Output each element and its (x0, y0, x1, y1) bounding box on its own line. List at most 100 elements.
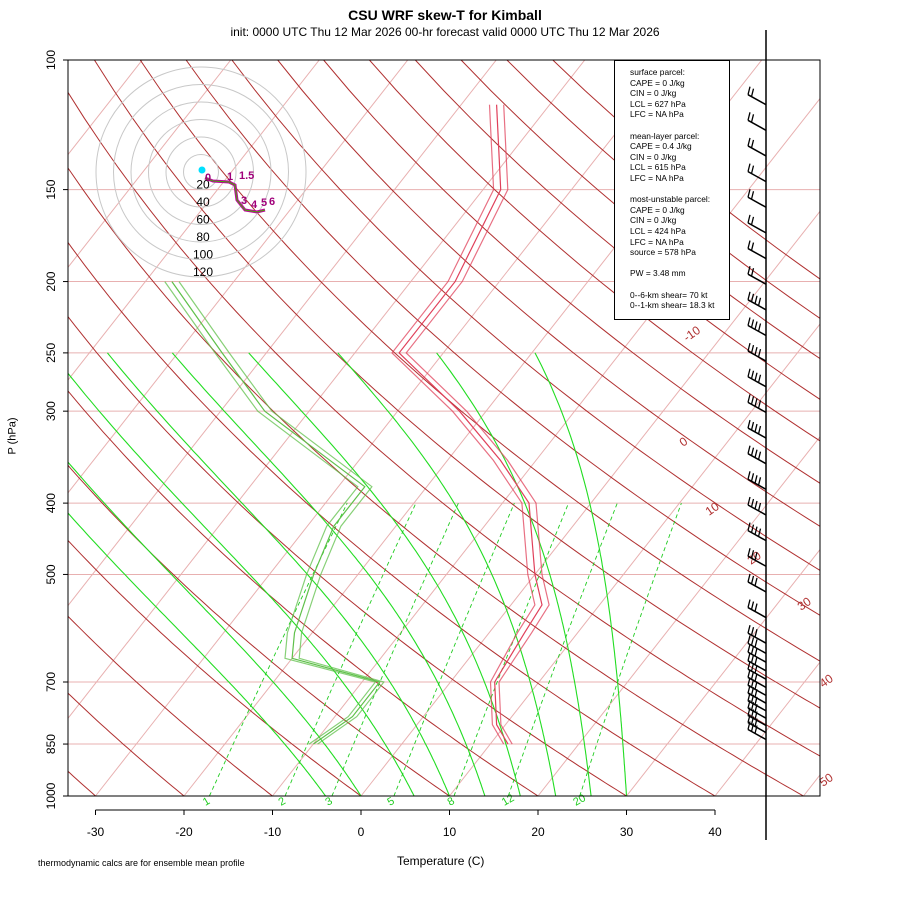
moist-adiabat (534, 352, 628, 797)
wind-barb (747, 291, 767, 311)
mixing-ratio-label: 5 (385, 795, 396, 808)
x-tick-label: 10 (443, 825, 457, 839)
x-tick-label: 40 (708, 825, 722, 839)
x-axis-label: Temperature (C) (397, 854, 485, 868)
x-tick-label: -30 (87, 825, 105, 839)
plot-frame (67, 59, 821, 797)
dry-adiabat-label: 20 (745, 548, 764, 567)
dry-adiabat-label: -10 (681, 323, 704, 345)
info-line: LFC = NA hPa (630, 236, 684, 247)
isotherm-line (449, 323, 820, 797)
mixing-ratio-label: 1 (201, 795, 212, 808)
footnote: thermodynamic calcs are for ensemble mea… (38, 858, 245, 868)
moist-adiabat (248, 352, 521, 797)
hodograph-height-label: 6 (269, 196, 275, 208)
mixing-ratio-label: 12 (500, 792, 517, 809)
dry-adiabat (68, 464, 450, 797)
dry-adiabat-label: 10 (703, 499, 722, 518)
y-tick-label: 400 (44, 493, 58, 513)
dewpoint-profile (171, 281, 381, 745)
info-line: CAPE = 0 J/kg (630, 204, 685, 215)
mixing-ratio-line (331, 502, 459, 797)
hodograph-ring-label: 40 (196, 195, 210, 209)
wind-barb (747, 625, 767, 644)
wind-barb (747, 86, 767, 106)
info-line: 0--1-km shear= 18.3 kt (630, 300, 715, 311)
moist-adiabat (68, 372, 415, 797)
info-line: mean-layer parcel: (630, 130, 700, 141)
temperature-profile (398, 104, 543, 745)
dry-adiabat (68, 390, 539, 797)
isotherm-line (626, 548, 820, 797)
dry-adiabat (369, 60, 820, 442)
hodograph-trace-member (204, 177, 266, 213)
isotherm-line (714, 661, 820, 797)
wind-barb (747, 214, 767, 234)
isotherm-line (68, 60, 497, 607)
hodograph-ring-label: 20 (196, 178, 210, 192)
y-tick-label: 100 (44, 50, 58, 70)
moist-adiabat (68, 512, 327, 797)
moist-adiabat (68, 461, 362, 797)
info-line: CIN = 0 J/kg (630, 88, 677, 99)
hodograph-height-label: 5 (261, 197, 267, 209)
mixing-ratio-line (453, 502, 570, 797)
hodograph-ring (165, 136, 237, 208)
isotherm-line (803, 774, 820, 797)
wind-barb (747, 317, 767, 337)
hodograph-ring-label: 120 (193, 265, 213, 279)
mixing-ratio-label: 8 (446, 795, 457, 808)
dry-adiabat (93, 60, 820, 709)
isotherm-line (537, 435, 820, 797)
wind-barb (747, 266, 767, 285)
info-line: PW = 3.48 mm (630, 268, 686, 279)
wind-barb (747, 240, 767, 260)
info-line: surface parcel: (630, 67, 685, 77)
chart-subtitle: init: 0000 UTC Thu 12 Mar 2026 00-hr for… (230, 25, 660, 39)
info-line: CIN = 0 J/kg (630, 151, 677, 162)
wind-barb (747, 471, 767, 490)
isotherm-line (68, 60, 143, 156)
moist-adiabat (106, 352, 451, 797)
info-line: LFC = NA hPa (630, 109, 684, 120)
hodograph-ring (148, 119, 254, 225)
dry-adiabat (68, 241, 716, 797)
wind-barb (747, 445, 767, 465)
wind-barb (747, 573, 767, 593)
dry-adiabat (68, 539, 362, 797)
wind-barb (747, 112, 767, 131)
hodograph-height-label: 0 (205, 172, 211, 184)
hodograph-ring-label: 60 (196, 213, 210, 227)
isotherm-line (68, 60, 409, 494)
parcel-info-box: surface parcel: CAPE = 0 J/kg CIN = 0 J/kg… (614, 60, 730, 320)
hodograph-height-label: 4 (251, 199, 258, 211)
wind-barb (747, 522, 767, 542)
y-tick-label: 1000 (44, 782, 58, 809)
mixing-ratio-label: 3 (323, 795, 334, 808)
wind-barb (747, 599, 767, 619)
dry-adiabat-label: 0 (677, 434, 691, 449)
info-line: CAPE = 0.4 J/kg (630, 141, 692, 152)
info-line: most-unstable parcel: (630, 194, 711, 205)
y-tick-label: 300 (44, 401, 58, 421)
info-line: CIN = 0 J/kg (630, 215, 677, 226)
info-line: LCL = 615 hPa (630, 162, 686, 173)
dewpoint-profile (164, 281, 377, 745)
wind-barb (747, 496, 767, 516)
hodograph-origin-marker (198, 166, 206, 174)
mixing-ratio-line (208, 502, 348, 797)
y-tick-label: 850 (44, 734, 58, 754)
wind-barb (747, 342, 767, 362)
info-line: CAPE = 0 J/kg (630, 77, 685, 88)
x-tick-label: -20 (175, 825, 193, 839)
wind-barb (747, 394, 767, 414)
y-tick-label: 500 (44, 564, 58, 584)
info-line: LFC = NA hPa (630, 173, 684, 183)
wind-barb (747, 635, 767, 655)
wind-barb (747, 189, 767, 208)
isotherm-line (68, 60, 232, 269)
dry-adiabat (139, 60, 820, 662)
dry-adiabat (68, 692, 185, 797)
chart-title: CSU WRF skew-T for Kimball (348, 7, 542, 23)
